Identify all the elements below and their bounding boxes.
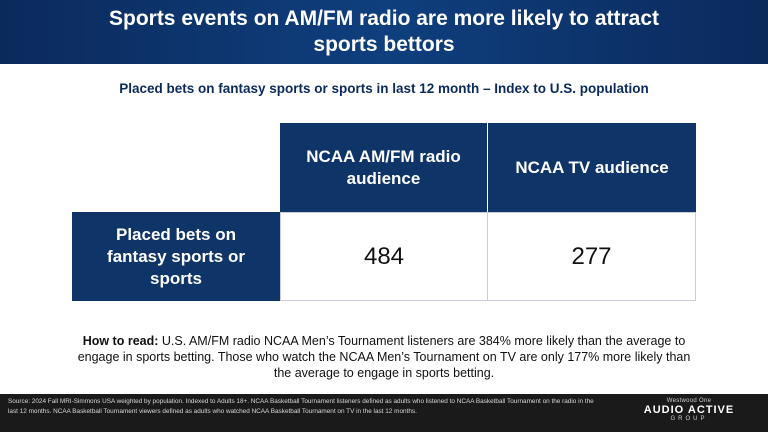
how-to-read: How to read: U.S. AM/FM radio NCAA Men’s… — [70, 333, 698, 381]
slide-subtitle: Placed bets on fantasy sports or sports … — [119, 81, 649, 96]
column-header-radio: NCAA AM/FM radio audience — [280, 123, 488, 212]
logo-main-text: AUDIO ACTIVE — [643, 404, 735, 416]
value-radio: 484 — [280, 212, 488, 301]
footer: Source: 2024 Fall MRI-Simmons USA weight… — [0, 394, 768, 432]
how-to-read-label: How to read: — [82, 334, 159, 348]
index-table: NCAA AM/FM radio audience NCAA TV audien… — [72, 123, 696, 301]
value-tv: 277 — [488, 212, 696, 301]
logo-sub-text: GROUP — [670, 416, 708, 422]
title-banner: Sports events on AM/FM radio are more li… — [0, 0, 768, 64]
slide-title: Sports events on AM/FM radio are more li… — [108, 7, 660, 56]
row-header-bets: Placed bets on fantasy sports or sports — [72, 212, 280, 301]
column-header-tv: NCAA TV audience — [488, 123, 696, 212]
source-note: Source: 2024 Fall MRI-Simmons USA weight… — [8, 398, 594, 415]
audio-active-group-logo: Westwood One AUDIO ACTIVE GROUP — [624, 398, 754, 422]
logo-top-text: Westwood One — [666, 398, 712, 404]
how-to-read-text: U.S. AM/FM radio NCAA Men’s Tournament l… — [77, 334, 691, 380]
